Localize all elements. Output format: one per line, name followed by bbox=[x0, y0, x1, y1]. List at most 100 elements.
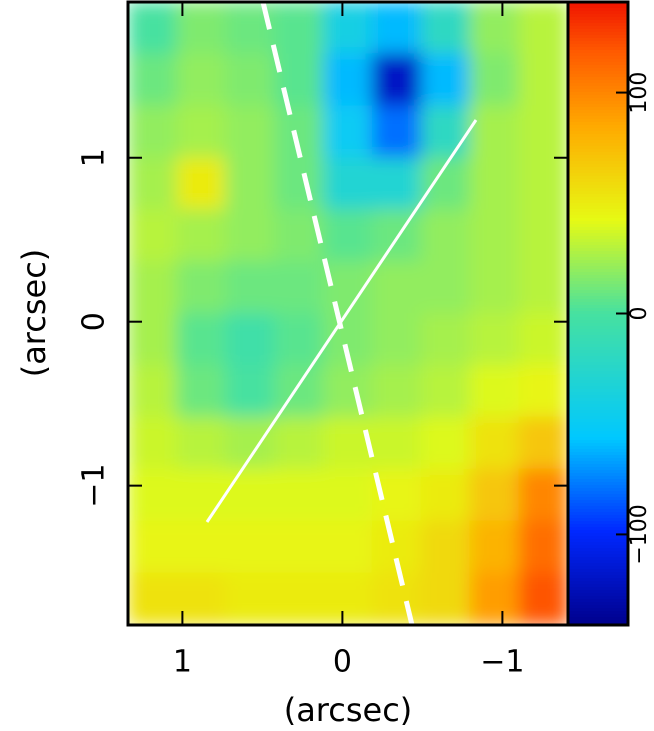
colorbar-step bbox=[568, 593, 628, 597]
colorbar-step bbox=[568, 32, 628, 36]
heatmap-cell bbox=[274, 416, 325, 470]
colorbar-step bbox=[568, 254, 628, 258]
colorbar-step bbox=[568, 362, 628, 366]
colorbar-step bbox=[568, 434, 628, 438]
colorbar-step bbox=[568, 200, 628, 204]
heatmap-cell bbox=[225, 364, 276, 418]
heatmap-cell bbox=[371, 313, 422, 366]
colorbar-step bbox=[568, 302, 628, 306]
heatmap-cell bbox=[420, 261, 471, 314]
heatmap-cell bbox=[469, 468, 520, 522]
colorbar-step bbox=[568, 236, 628, 240]
colorbar-step bbox=[568, 572, 628, 576]
heatmap-cell bbox=[176, 2, 227, 55]
colorbar-step bbox=[568, 281, 628, 285]
heatmap-cell bbox=[274, 520, 325, 574]
colorbar-step bbox=[568, 410, 628, 414]
heatmap-cell bbox=[274, 572, 325, 625]
heatmap-cell bbox=[176, 209, 227, 263]
colorbar-step bbox=[568, 473, 628, 477]
colorbar-step bbox=[568, 65, 628, 69]
heatmap-cell bbox=[371, 53, 422, 107]
heatmap-cell bbox=[225, 416, 276, 470]
heatmap-cell bbox=[176, 261, 227, 314]
heatmap-cell bbox=[518, 209, 568, 263]
colorbar-step bbox=[568, 329, 628, 333]
heatmap-cell bbox=[128, 53, 178, 107]
colorbar-step bbox=[568, 47, 628, 51]
heatmap-cell bbox=[518, 261, 568, 314]
colorbar-step bbox=[568, 245, 628, 249]
colorbar-step bbox=[568, 446, 628, 450]
heatmap-cell bbox=[225, 53, 276, 107]
heatmap-cell bbox=[323, 157, 373, 211]
colorbar-step bbox=[568, 62, 628, 66]
heatmap-cell bbox=[323, 468, 373, 522]
colorbar-tick-label: 100 bbox=[627, 72, 652, 114]
colorbar-step bbox=[568, 557, 628, 561]
colorbar-tick-label: −100 bbox=[627, 504, 652, 564]
colorbar-step bbox=[568, 551, 628, 555]
heatmap-cell bbox=[420, 364, 471, 418]
colorbar-step bbox=[568, 11, 628, 15]
colorbar-step bbox=[568, 89, 628, 93]
colorbar-step bbox=[568, 194, 628, 198]
colorbar-step bbox=[568, 536, 628, 540]
heatmap-cell bbox=[420, 572, 471, 625]
colorbar-step bbox=[568, 548, 628, 552]
colorbar-step bbox=[568, 29, 628, 33]
colorbar-step bbox=[568, 485, 628, 489]
colorbar-step bbox=[568, 419, 628, 423]
heatmap-cell bbox=[371, 416, 422, 470]
colorbar-step bbox=[568, 38, 628, 42]
heatmap-cell bbox=[518, 53, 568, 107]
colorbar-step bbox=[568, 179, 628, 183]
heatmap-cell bbox=[274, 157, 325, 211]
colorbar-step bbox=[568, 53, 628, 57]
colorbar-step bbox=[568, 137, 628, 141]
colorbar-step bbox=[568, 350, 628, 354]
colorbar-step bbox=[568, 620, 628, 624]
colorbar-step bbox=[568, 269, 628, 273]
colorbar-step bbox=[568, 41, 628, 45]
colorbar-step bbox=[568, 608, 628, 612]
colorbar-step bbox=[568, 74, 628, 78]
y-tick-label: 0 bbox=[77, 312, 112, 331]
colorbar-step bbox=[568, 209, 628, 213]
colorbar-step bbox=[568, 122, 628, 126]
colorbar-step bbox=[568, 467, 628, 471]
heatmap-cell bbox=[420, 209, 471, 263]
colorbar-step bbox=[568, 365, 628, 369]
colorbar-step bbox=[568, 293, 628, 297]
colorbar-step bbox=[568, 212, 628, 216]
heatmap-cell bbox=[176, 468, 227, 522]
colorbar-step bbox=[568, 326, 628, 330]
colorbar-step bbox=[568, 509, 628, 513]
colorbar-step bbox=[568, 275, 628, 279]
colorbar-step bbox=[568, 272, 628, 276]
colorbar-step bbox=[568, 290, 628, 294]
heatmap-cell bbox=[176, 53, 227, 107]
colorbar-step bbox=[568, 524, 628, 528]
colorbar-step bbox=[568, 368, 628, 372]
colorbar-step bbox=[568, 431, 628, 435]
colorbar-step bbox=[568, 26, 628, 30]
colorbar-step bbox=[568, 569, 628, 573]
colorbar-tick-label: 0 bbox=[627, 307, 652, 321]
heatmap-cell bbox=[518, 468, 568, 522]
colorbar-step bbox=[568, 101, 628, 105]
colorbar-step bbox=[568, 95, 628, 99]
colorbar-step bbox=[568, 287, 628, 291]
heatmap-cell bbox=[371, 105, 422, 159]
colorbar-step bbox=[568, 332, 628, 336]
colorbar-step bbox=[568, 239, 628, 243]
heatmap-cell bbox=[225, 209, 276, 263]
heatmap-cell bbox=[225, 261, 276, 314]
colorbar-step bbox=[568, 554, 628, 558]
colorbar-step bbox=[568, 173, 628, 177]
heatmap-cell bbox=[323, 209, 373, 263]
x-tick-label: 1 bbox=[173, 645, 192, 680]
heatmap-cell bbox=[176, 572, 227, 625]
colorbar-step bbox=[568, 167, 628, 171]
